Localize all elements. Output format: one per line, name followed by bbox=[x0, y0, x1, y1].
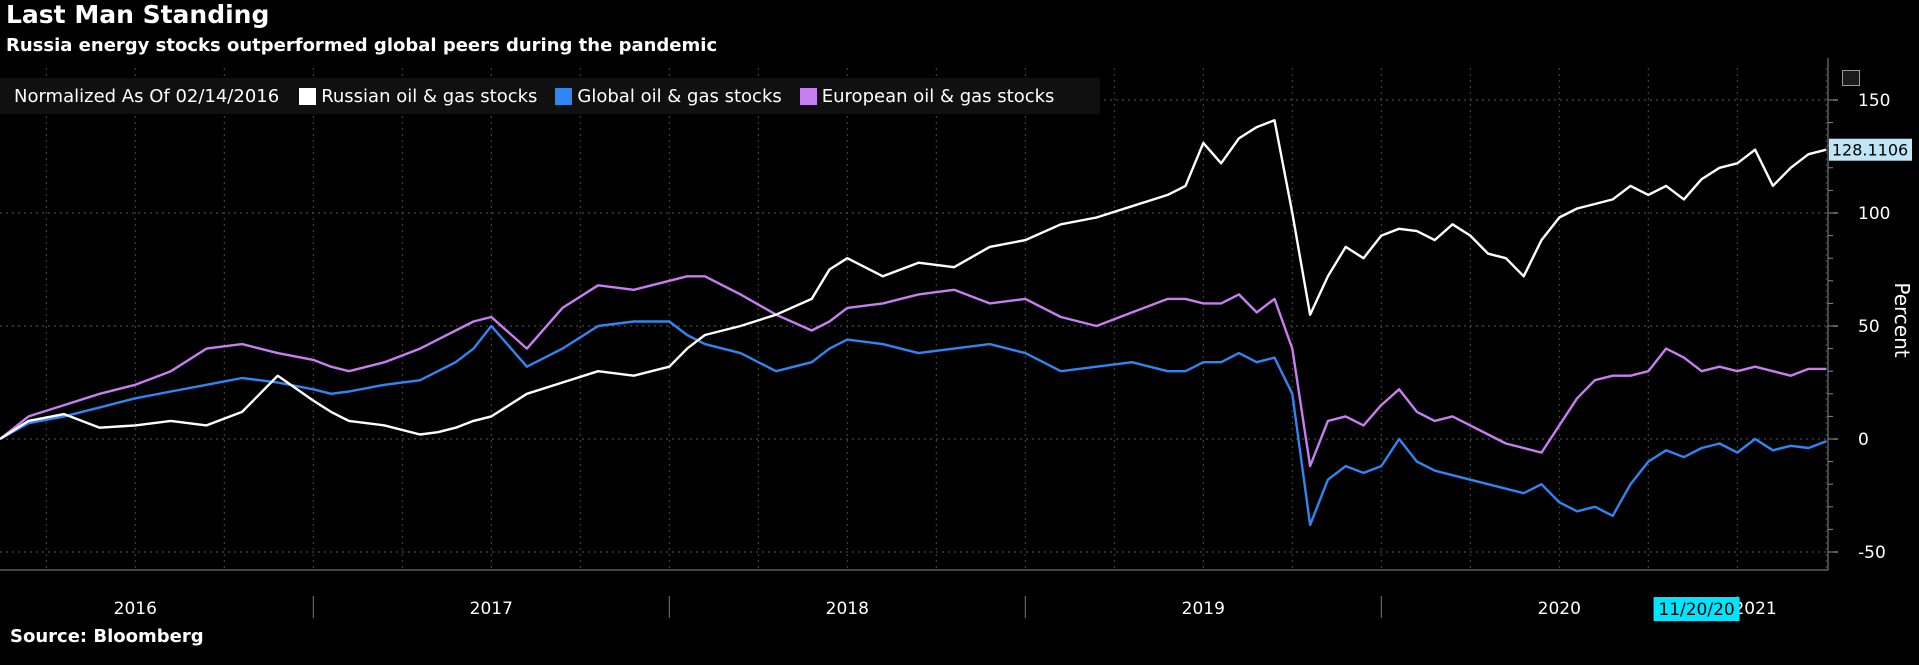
legend-label-russian: Russian oil & gas stocks bbox=[321, 85, 538, 107]
year-separators bbox=[312, 596, 1738, 618]
last-value-text: 128.1106 bbox=[1832, 141, 1908, 160]
y-tick-label: -50 bbox=[1858, 543, 1886, 563]
y-tick-label: 50 bbox=[1858, 317, 1880, 337]
x-tick-label: 2018 bbox=[826, 599, 869, 619]
grid-lines bbox=[0, 68, 1828, 570]
legend-swatch-global bbox=[555, 87, 573, 105]
y-tick-label: 150 bbox=[1858, 91, 1890, 111]
source-note: Source: Bloomberg bbox=[10, 626, 204, 647]
date-badge-text: 11/20/20 bbox=[1658, 600, 1734, 620]
legend-label-global: Global oil & gas stocks bbox=[577, 85, 782, 107]
series-line-2 bbox=[0, 275, 1827, 468]
legend-swatch-european bbox=[799, 87, 817, 105]
x-tick-label: 2016 bbox=[114, 599, 157, 619]
legend-item-global[interactable]: Global oil & gas stocks bbox=[555, 85, 782, 107]
last-value-badge bbox=[1829, 138, 1912, 161]
x-tick-label: 2020 bbox=[1538, 599, 1581, 619]
x-tick-label: 2021 bbox=[1733, 599, 1776, 619]
legend-normalized-label: Normalized As Of 02/14/2016 bbox=[14, 85, 280, 107]
chart-subtitle: Russia energy stocks outperformed global… bbox=[6, 35, 718, 56]
legend: Normalized As Of 02/14/2016 Russian oil … bbox=[0, 78, 1100, 114]
legend-item-european[interactable]: European oil & gas stocks bbox=[799, 85, 1055, 107]
x-tick-label: 2017 bbox=[470, 599, 513, 619]
y-axis-label: Percent bbox=[1890, 282, 1914, 357]
series-line-0 bbox=[0, 119, 1827, 441]
x-tick-label: 2019 bbox=[1182, 599, 1225, 619]
y-tick-label: 0 bbox=[1858, 430, 1869, 450]
date-badge bbox=[1653, 597, 1740, 621]
legend-label-european: European oil & gas stocks bbox=[821, 85, 1055, 107]
legend-swatch-russian bbox=[299, 87, 317, 105]
badge-layer: 128.1106 11/20/20 bbox=[1653, 138, 1912, 621]
axis-layer: 2016 2017 2018 2019 2020 2021 150 100 50 0 -50 Perc… bbox=[0, 58, 1914, 619]
series-layer bbox=[0, 119, 1827, 527]
series-line-1 bbox=[0, 320, 1827, 527]
y-tick-label: 100 bbox=[1858, 204, 1890, 224]
chart-title: Last Man Standing bbox=[6, 0, 270, 29]
legend-item-russian[interactable]: Russian oil & gas stocks bbox=[299, 86, 537, 107]
chart-options-icon[interactable] bbox=[1842, 70, 1860, 86]
